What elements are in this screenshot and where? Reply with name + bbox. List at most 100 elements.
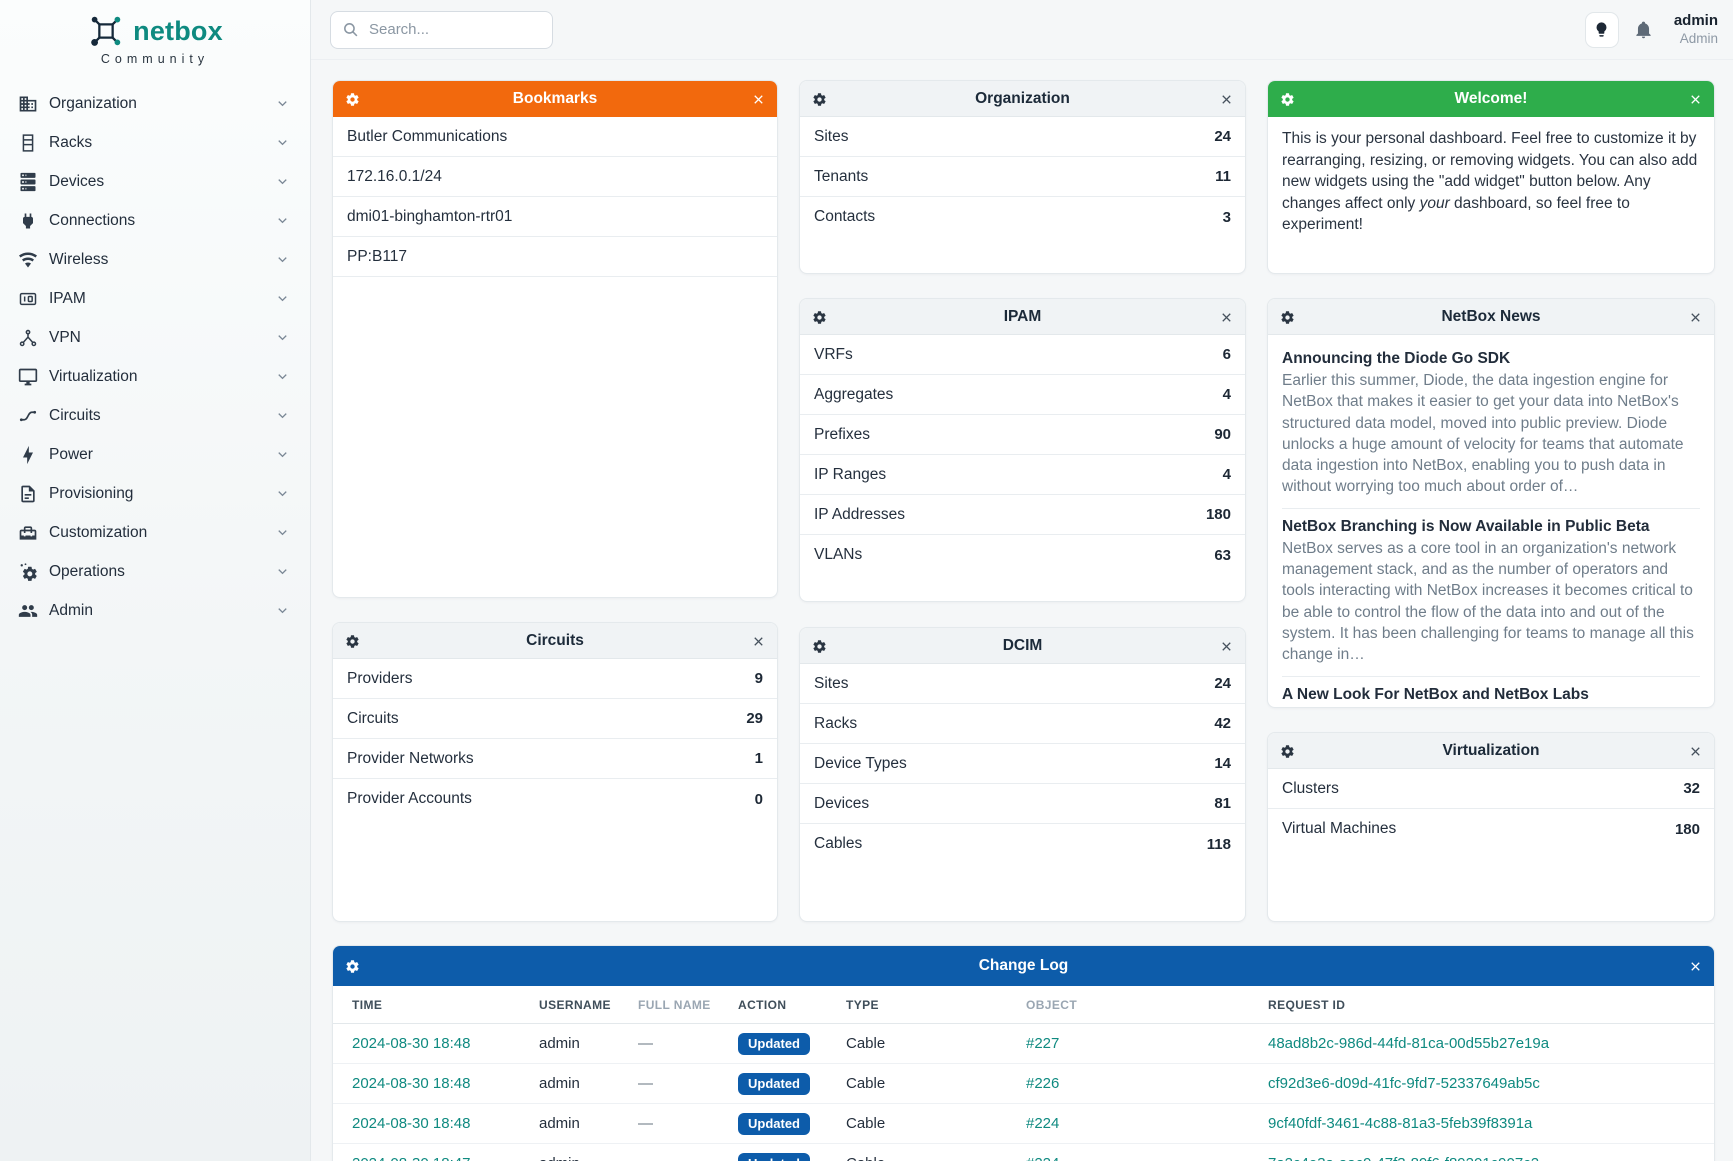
widget-settings-button[interactable] xyxy=(1272,81,1302,117)
bookmark-item[interactable]: 172.16.0.1/24 xyxy=(333,157,777,197)
sidebar-item-devices[interactable]: Devices xyxy=(0,162,310,201)
stat-row[interactable]: Racks 42 xyxy=(800,704,1245,744)
sidebar-item-virtualization[interactable]: Virtualization xyxy=(0,357,310,396)
theme-toggle-button[interactable] xyxy=(1584,11,1619,48)
sidebar-item-organization[interactable]: Organization xyxy=(0,84,310,123)
change-request-id-link[interactable]: cf92d3e6-d09d-41fc-9fd7-52337649ab5c xyxy=(1268,1075,1540,1092)
sidebar-item-power[interactable]: Power xyxy=(0,435,310,474)
widget-header: Change Log xyxy=(333,946,1714,986)
stat-row[interactable]: Circuits 29 xyxy=(333,699,777,739)
stat-row[interactable]: Cables 118 xyxy=(814,835,1231,853)
widget-close-button[interactable] xyxy=(1680,81,1710,117)
column-header[interactable]: REQUEST ID xyxy=(1268,997,1346,1012)
document-icon xyxy=(18,484,38,504)
bookmark-item[interactable]: Butler Communications xyxy=(333,117,777,157)
rack-icon xyxy=(18,133,38,153)
stat-row[interactable]: Aggregates 4 xyxy=(800,375,1245,415)
widget-close-button[interactable] xyxy=(1680,733,1710,769)
sidebar-item-circuits[interactable]: Circuits xyxy=(0,396,310,435)
change-request-id-link[interactable]: 48ad8b2c-986d-44fd-81ca-00d55b27e19a xyxy=(1268,1035,1550,1052)
change-request-id-link[interactable]: 7a2c4e3a-aac9-47f3-89f6-f89201c907c2 xyxy=(1268,1155,1714,1161)
widget-close-button[interactable] xyxy=(743,623,773,659)
change-object-link[interactable]: #227 xyxy=(1026,1035,1060,1052)
widget-settings-button[interactable] xyxy=(804,628,834,664)
widget-close-button[interactable] xyxy=(1211,299,1241,335)
action-badge: Updated xyxy=(738,1072,810,1095)
sidebar-item-admin[interactable]: Admin xyxy=(0,591,310,630)
change-time-link[interactable]: 2024-08-30 18:48 xyxy=(352,1075,471,1092)
change-request-id-link[interactable]: 9cf40fdf-3461-4c88-81a3-5feb39f8391a xyxy=(1268,1115,1533,1132)
news-article: Announcing the Diode Go SDK Earlier this… xyxy=(1282,341,1700,509)
news-article-title[interactable]: NetBox Branching is Now Available in Pub… xyxy=(1282,517,1650,535)
stat-row[interactable]: Sites 24 xyxy=(800,117,1245,157)
sidebar-item-connections[interactable]: Connections xyxy=(0,201,310,240)
change-time-link[interactable]: 2024-08-30 18:48 xyxy=(352,1115,471,1132)
topbar: admin Admin xyxy=(311,0,1733,60)
netbox-logo[interactable]: netbox Community xyxy=(0,0,310,70)
column-header[interactable]: TYPE xyxy=(846,997,879,1012)
chevron-down-icon xyxy=(275,603,290,618)
column-header[interactable]: FULL NAME xyxy=(638,997,711,1012)
widget-settings-button[interactable] xyxy=(337,946,367,986)
change-object-link[interactable]: #224 xyxy=(1026,1155,1268,1161)
change-time-link[interactable]: 2024-08-30 18:48 xyxy=(352,1035,471,1052)
widget-settings-button[interactable] xyxy=(1272,299,1302,335)
widget-close-button[interactable] xyxy=(1680,299,1710,335)
sidebar-item-racks[interactable]: Racks xyxy=(0,123,310,162)
change-object-link[interactable]: #226 xyxy=(1026,1075,1060,1092)
stat-row[interactable]: Devices 81 xyxy=(800,784,1245,824)
stat-row[interactable]: Clusters 32 xyxy=(1268,769,1714,809)
widget-settings-button[interactable] xyxy=(804,81,834,117)
sidebar-item-provisioning[interactable]: Provisioning xyxy=(0,474,310,513)
sidebar-item-customization[interactable]: Customization xyxy=(0,513,310,552)
widget-close-button[interactable] xyxy=(1211,81,1241,117)
sidebar-item-operations[interactable]: Operations xyxy=(0,552,310,591)
stat-row[interactable]: Prefixes 90 xyxy=(800,415,1245,455)
notifications-button[interactable] xyxy=(1634,20,1653,39)
stat-row[interactable]: Sites 24 xyxy=(800,664,1245,704)
stat-row[interactable]: VRFs 6 xyxy=(800,335,1245,375)
stat-row[interactable]: Virtual Machines 180 xyxy=(1282,820,1700,838)
column-header[interactable]: OBJECT xyxy=(1026,997,1078,1012)
stat-row[interactable]: Tenants 11 xyxy=(800,157,1245,197)
changelog-rows: 2024-08-30 18:48 admin — Updated Cable #… xyxy=(333,1024,1714,1161)
search-input[interactable] xyxy=(330,10,553,49)
widget-settings-button[interactable] xyxy=(804,299,834,335)
change-time-link[interactable]: 2024-08-30 18:47 xyxy=(352,1155,539,1161)
widget-close-button[interactable] xyxy=(1211,628,1241,664)
chevron-down-icon xyxy=(275,408,290,423)
stat-row[interactable]: Provider Accounts 0 xyxy=(347,790,763,808)
change-object-link[interactable]: #224 xyxy=(1026,1115,1060,1132)
widget-settings-button[interactable] xyxy=(337,81,367,117)
stat-row[interactable]: Device Types 14 xyxy=(800,744,1245,784)
sidebar-item-ipam[interactable]: IPAM xyxy=(0,279,310,318)
stat-row[interactable]: Contacts 3 xyxy=(814,208,1231,226)
change-action-cell: Updated xyxy=(738,1152,846,1161)
sidebar-item-vpn[interactable]: VPN xyxy=(0,318,310,357)
widget-settings-button[interactable] xyxy=(337,623,367,659)
user-menu[interactable]: admin Admin xyxy=(1674,12,1718,47)
widget-close-button[interactable] xyxy=(1680,946,1710,986)
news-article-title[interactable]: Announcing the Diode Go SDK xyxy=(1282,350,1511,367)
ip-card-icon xyxy=(18,289,38,309)
stat-row[interactable]: Provider Networks 1 xyxy=(333,739,777,779)
sidebar-item-wireless[interactable]: Wireless xyxy=(0,240,310,279)
news-article-title[interactable]: A New Look For NetBox and NetBox Labs xyxy=(1282,685,1589,703)
column-header[interactable]: ACTION xyxy=(738,997,787,1012)
stat-row[interactable]: IP Ranges 4 xyxy=(800,455,1245,495)
changelog-row: 2024-08-30 18:48 admin — Updated Cable #… xyxy=(333,1024,1714,1064)
stat-row[interactable]: Providers 9 xyxy=(333,659,777,699)
widget-settings-button[interactable] xyxy=(1272,733,1302,769)
column-header[interactable]: USERNAME xyxy=(539,997,611,1012)
widget-close-button[interactable] xyxy=(743,81,773,117)
chevron-down-icon xyxy=(275,525,290,540)
plug-icon xyxy=(18,211,38,231)
column-header[interactable]: TIME xyxy=(352,997,383,1012)
changelog-row: 2024-08-30 18:47 admin — Updated Cable #… xyxy=(333,1144,1714,1161)
stat-row[interactable]: IP Addresses 180 xyxy=(800,495,1245,535)
bookmark-item[interactable]: dmi01-binghamton-rtr01 xyxy=(333,197,777,237)
widget-header: NetBox News xyxy=(1268,299,1714,335)
server-icon xyxy=(18,172,38,192)
stat-row[interactable]: VLANs 63 xyxy=(814,546,1231,564)
bookmark-item[interactable]: PP:B117 xyxy=(333,237,777,277)
